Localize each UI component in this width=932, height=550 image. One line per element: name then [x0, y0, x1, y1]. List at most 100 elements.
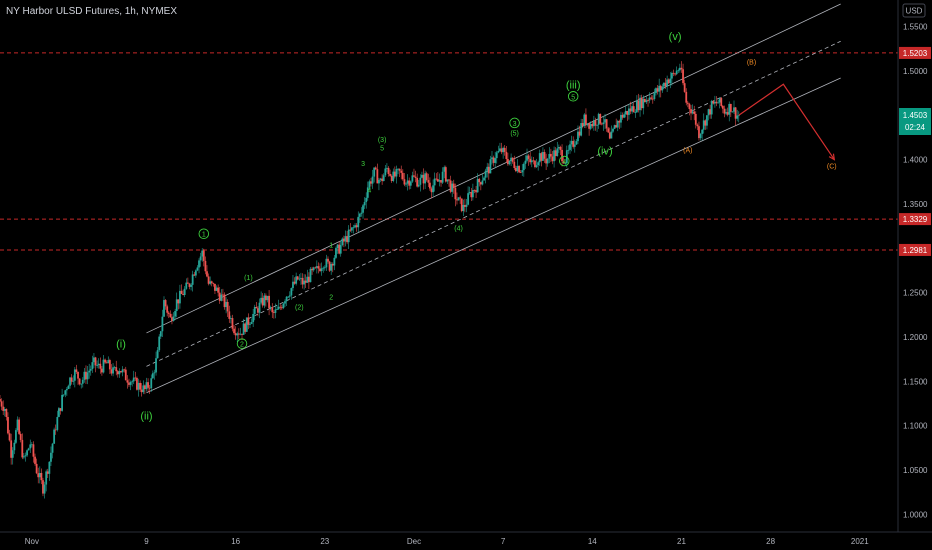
candle-body [704, 120, 707, 126]
candle-body [675, 70, 678, 75]
candle-body [319, 268, 321, 272]
candle-body [449, 180, 452, 192]
candle-body [191, 274, 194, 285]
candle-body [362, 205, 364, 213]
candle-body [51, 443, 54, 453]
candle-body [158, 336, 161, 351]
candle-body [354, 225, 356, 228]
projection-arrowhead [828, 153, 836, 161]
candle-body [390, 175, 393, 181]
candle-body [306, 276, 309, 283]
wave-labels: (i) (ii) 1 (1) 2 (2) 1 2 3 (3) 5 4 (4) 3 (5) 4 (iii) 5 (iv… [116, 31, 837, 422]
candle-body [231, 318, 234, 329]
wave-projection [738, 83, 836, 161]
candle-body [522, 163, 525, 171]
candle-body [470, 192, 473, 198]
x-tick-label: 9 [144, 537, 149, 546]
candle-body [401, 172, 404, 180]
candle-body [693, 111, 696, 114]
candle-body [527, 155, 530, 159]
candle-body [343, 238, 345, 242]
candle-body [586, 123, 589, 126]
candle-body [110, 369, 113, 374]
candle-body [618, 120, 621, 123]
candle-body [596, 124, 598, 126]
x-axis-ticks[interactable]: Nov 9 16 23 Dec 7 14 21 28 2021 [25, 537, 870, 546]
candle-body [279, 306, 282, 308]
candle-body [271, 307, 274, 313]
candle-body [193, 274, 196, 276]
price-axis-pane[interactable] [898, 0, 932, 550]
wave-label: 1 [202, 232, 206, 239]
candle-body [287, 296, 290, 298]
candle-body [185, 282, 188, 289]
candle-body [448, 179, 450, 181]
candle-body [721, 105, 724, 109]
candle-body [710, 101, 713, 115]
candle-body [542, 152, 544, 161]
candle-body [682, 69, 684, 84]
candle-body [701, 129, 704, 134]
candle-body [532, 160, 535, 162]
candle-body [61, 394, 63, 411]
candle-body [545, 158, 548, 164]
candle-body [13, 442, 16, 451]
candle-body [441, 171, 444, 183]
wave-label: (1) [244, 275, 253, 282]
candle-body [277, 306, 280, 310]
candle-body [726, 112, 729, 115]
currency-button[interactable] [902, 3, 926, 18]
candle-body [554, 150, 557, 157]
candle-body [264, 295, 267, 301]
candle-body [32, 444, 35, 457]
candle-body [594, 120, 597, 126]
channel-line [146, 3, 841, 334]
candle-body [174, 311, 177, 317]
candle-body [443, 167, 446, 172]
candle-body [59, 408, 62, 411]
candle-body [691, 111, 694, 114]
wave-label: (C) [827, 163, 837, 170]
candle-body [266, 295, 269, 301]
candle-body [350, 227, 353, 231]
candle-body [19, 433, 22, 440]
x-tick-label: Dec [407, 537, 421, 546]
candle-body [99, 363, 102, 369]
y-tick-label: 1.0000 [903, 510, 928, 519]
wave-circle [509, 117, 520, 129]
candle-body [393, 171, 396, 177]
candle-body [376, 169, 379, 184]
candle-body [573, 144, 576, 147]
candle-body [688, 103, 691, 110]
candle-body [516, 165, 519, 172]
candle-body [167, 312, 170, 314]
candle-body [465, 204, 468, 207]
candle-body [433, 178, 436, 186]
candle-body [97, 363, 100, 366]
candle-body [250, 322, 253, 324]
candle-body [198, 260, 200, 268]
candle-body [607, 128, 610, 133]
candle-body [432, 185, 434, 193]
candle-body [206, 271, 208, 277]
candle-body [373, 167, 376, 177]
candle-body [15, 430, 17, 443]
candle-body [444, 167, 447, 182]
candle-body [258, 302, 261, 313]
level-badge [899, 213, 931, 226]
candle-body [524, 160, 527, 164]
candle-body [368, 181, 371, 188]
x-tick-label: 28 [766, 537, 775, 546]
candle-body [416, 177, 419, 187]
candle-body [77, 371, 79, 379]
candle-body [78, 378, 81, 385]
candle-body [222, 294, 224, 296]
chart-title: NY Harbor ULSD Futures, 1h, NYMEX [6, 6, 177, 17]
candle-body [131, 381, 134, 383]
candle-body [10, 440, 13, 458]
y-tick-label: 1.1000 [903, 422, 928, 431]
candle-body [169, 313, 172, 318]
wave-label: (3) [378, 137, 387, 144]
candle-body [107, 360, 110, 364]
